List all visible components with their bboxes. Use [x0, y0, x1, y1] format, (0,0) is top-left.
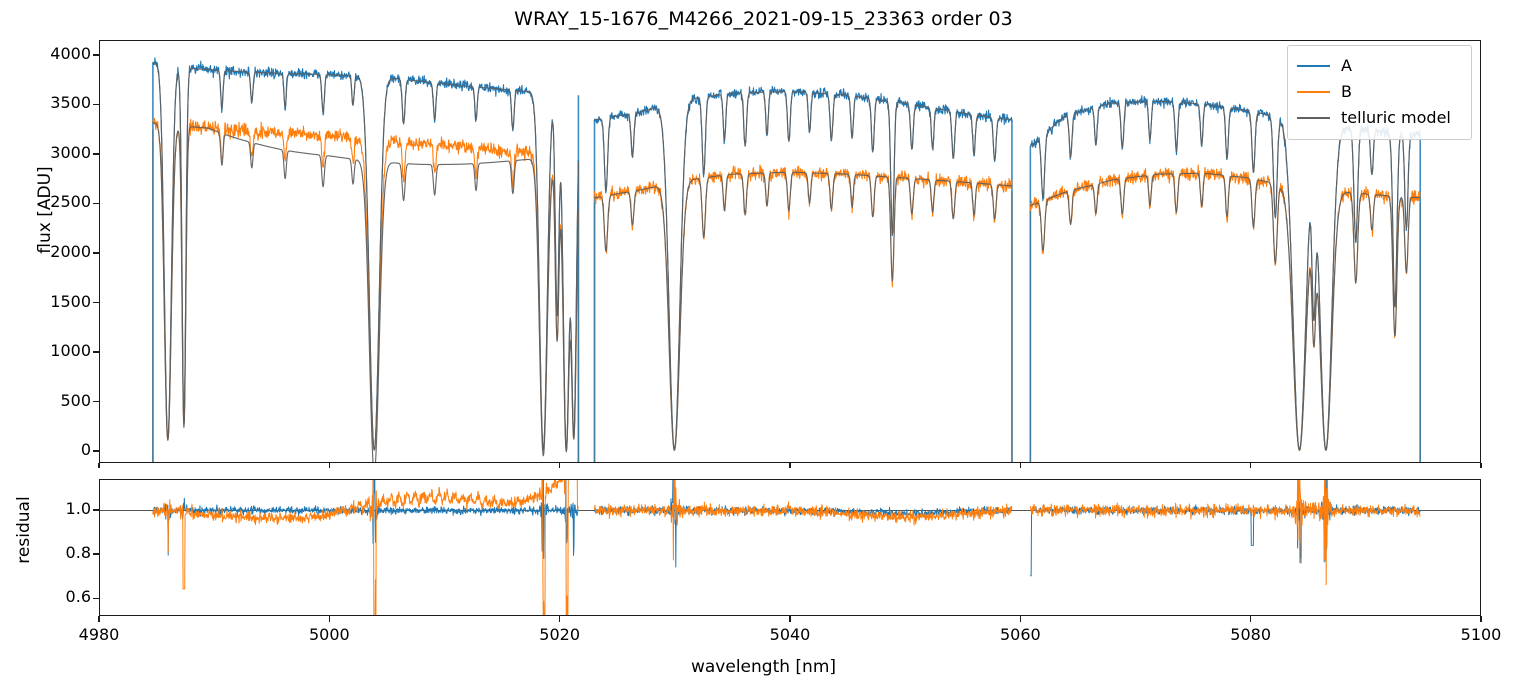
spectrum-a-trace [1029, 95, 1421, 451]
residual-a-trace [1029, 480, 1421, 577]
y-axis-label-residual: residual [14, 496, 34, 564]
flux-ytick-label: 2500 [50, 192, 91, 212]
telluric-model-b-trace [593, 171, 1013, 451]
tick-mark [1480, 616, 1482, 622]
x-tick-label: 4980 [78, 625, 120, 644]
tick-mark [1249, 616, 1252, 622]
flux-plot-area [152, 57, 1421, 462]
tick-mark [98, 616, 100, 622]
tick-mark [558, 616, 561, 622]
tick-mark [93, 153, 99, 155]
residual-plot-area [100, 480, 1480, 615]
legend-swatch-b [1297, 91, 1330, 93]
legend-label-telluric: telluric model [1341, 108, 1451, 127]
x-tick-label: 5020 [539, 625, 581, 644]
x-tick-label: 5080 [1230, 625, 1272, 644]
plot-title: WRAY_15-1676_M4266_2021-09-15_23363 orde… [514, 8, 1013, 30]
tick-mark [328, 616, 331, 622]
flux-ytick-label: 2000 [50, 241, 91, 261]
tick-mark [1019, 463, 1022, 468]
flux-ytick-label: 0 [80, 440, 91, 460]
residual-b-trace [594, 480, 1013, 561]
legend: A B telluric model [1287, 45, 1472, 140]
legend-label-b: B [1341, 82, 1352, 101]
legend-swatch-telluric [1297, 117, 1330, 119]
residual-ytick-label: 1.0 [65, 498, 91, 518]
tick-mark [93, 509, 99, 511]
flux-ytick-label: 4000 [50, 43, 91, 63]
legend-item-telluric: telluric model [1297, 105, 1462, 131]
spectrum-a-trace [593, 85, 1013, 451]
tick-mark [93, 351, 99, 353]
flux-ytick-label: 1500 [50, 291, 91, 311]
residual-panel [99, 479, 1481, 616]
tick-mark [93, 252, 99, 254]
flux-panel [99, 40, 1481, 463]
tick-mark [93, 202, 99, 205]
x-tick-label: 5060 [999, 625, 1041, 644]
legend-item-b: B [1297, 79, 1462, 105]
tick-mark [98, 463, 100, 468]
x-axis-label: wavelength [nm] [690, 657, 837, 677]
telluric-model-a-trace [152, 62, 579, 451]
tick-mark [93, 450, 99, 452]
spectrum-b-trace [152, 117, 579, 451]
legend-swatch-a [1297, 65, 1330, 67]
flux-ytick-label: 3500 [50, 93, 91, 113]
tick-mark [789, 616, 791, 622]
x-tick-label: 5000 [308, 625, 350, 644]
spectrum-b-trace [1029, 164, 1421, 452]
tick-mark [558, 463, 561, 468]
x-tick-label: 5100 [1460, 625, 1502, 644]
tick-mark [328, 463, 331, 468]
residual-a-trace [152, 480, 579, 560]
legend-item-a: A [1297, 53, 1462, 79]
flux-ytick-label: 3000 [50, 142, 91, 162]
telluric-model-b-trace [152, 122, 579, 462]
tick-mark [1480, 463, 1482, 468]
residual-ytick-label: 0.8 [65, 543, 91, 563]
tick-mark [1249, 463, 1252, 468]
flux-ytick-label: 1000 [50, 341, 91, 361]
telluric-model-b-trace [1029, 172, 1421, 451]
spectrum-b-trace [593, 164, 1013, 452]
telluric-model-a-trace [593, 90, 1013, 451]
flux-ytick-label: 500 [60, 390, 91, 410]
legend-label-a: A [1341, 56, 1352, 75]
tick-mark [93, 301, 99, 304]
residual-ytick-label: 0.6 [65, 587, 91, 607]
residual-a-trace [594, 480, 1013, 568]
telluric-model-a-trace [1029, 100, 1421, 451]
tick-mark [93, 400, 99, 403]
tick-mark [93, 553, 99, 555]
residual-b-trace [152, 480, 579, 615]
x-tick-label: 5040 [769, 625, 811, 644]
residual-b-trace [1029, 480, 1421, 586]
tick-mark [789, 463, 791, 468]
tick-mark [1019, 616, 1022, 622]
tick-mark [93, 103, 99, 106]
tick-mark [93, 54, 99, 56]
tick-mark [93, 597, 99, 600]
